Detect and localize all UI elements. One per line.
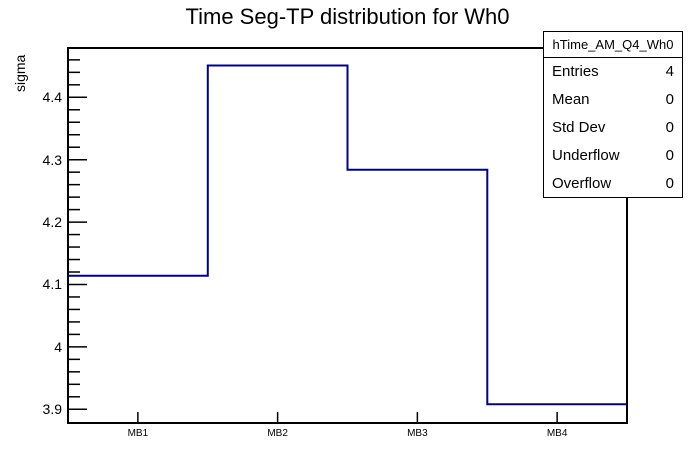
x-tick-label: MB2 — [267, 428, 288, 439]
stats-row: Std Dev 0 — [544, 114, 682, 142]
stats-row-value: 0 — [665, 91, 674, 109]
stats-row-value: 0 — [665, 174, 674, 192]
stats-row-label: Mean — [552, 91, 590, 109]
stats-row-value: 0 — [665, 118, 674, 136]
stats-row: Entries 4 — [544, 58, 682, 86]
stats-box: hTime_AM_Q4_Wh0 Entries 4 Mean 0 Std Dev… — [543, 31, 683, 198]
stats-row: Mean 0 — [544, 86, 682, 114]
stats-row: Overflow 0 — [544, 169, 682, 197]
y-tick-label: 4.4 — [42, 89, 62, 106]
stats-row: Underflow 0 — [544, 141, 682, 169]
x-tick-label: MB1 — [127, 428, 149, 439]
stats-row-label: Underflow — [552, 146, 620, 164]
stats-row-value: 0 — [665, 146, 674, 164]
x-tick-label: MB4 — [546, 428, 568, 439]
stats-row-label: Entries — [552, 63, 599, 81]
y-tick-label: 4.3 — [42, 151, 62, 168]
y-tick-label: 4.2 — [42, 214, 62, 231]
y-tick-label: 4.1 — [42, 276, 62, 293]
stats-row-label: Std Dev — [552, 118, 606, 136]
chart-title: Time Seg-TP distribution for Wh0 — [185, 4, 510, 29]
stats-header: hTime_AM_Q4_Wh0 — [544, 32, 682, 58]
x-tick-label: MB3 — [407, 428, 428, 439]
y-tick-label: 4 — [54, 338, 62, 355]
stats-row-value: 4 — [665, 63, 674, 81]
histogram-step-line — [68, 64, 627, 406]
plot-frame — [67, 47, 628, 424]
stats-rows: Entries 4 Mean 0 Std Dev 0 Underflow 0 O… — [544, 58, 682, 197]
y-tick-label: 3.9 — [42, 401, 62, 418]
stats-row-label: Overflow — [552, 174, 612, 192]
